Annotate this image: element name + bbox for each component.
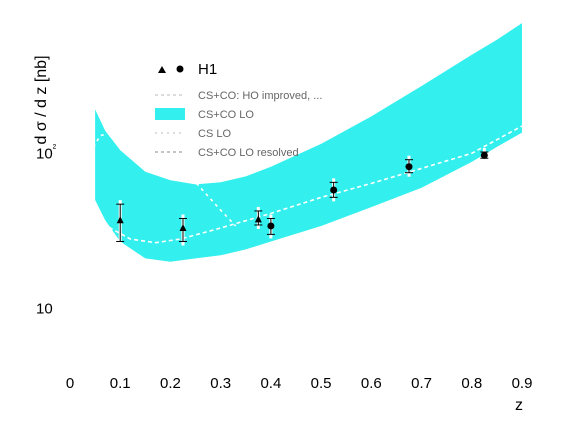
- x-tick-label-1: 0.1: [110, 375, 131, 392]
- legend-label-ho-improved: CS+CO: HO improved, ...: [198, 90, 322, 102]
- data-point-triangle-2: [254, 215, 262, 223]
- legend-triangle-marker: [158, 66, 166, 73]
- x-tick-label-2: 0.2: [160, 375, 181, 392]
- y-axis-label: d σ / d z [nb]: [33, 55, 50, 144]
- legend-label-h1: H1: [198, 61, 217, 78]
- series-line-1: [89, 132, 237, 227]
- x-tick-label-7: 0.7: [411, 375, 432, 392]
- data-point-circle-3: [480, 151, 488, 159]
- legend-label-cs-lo: CS LO: [198, 128, 231, 140]
- data-point-circle-2: [405, 163, 413, 171]
- data-point-triangle-1: [179, 223, 187, 231]
- x-axis-label: z: [515, 397, 523, 414]
- x-tick-label-6: 0.6: [361, 375, 382, 392]
- x-tick-label-4: 0.4: [260, 375, 281, 392]
- y-tick-exponent-1: ²: [53, 143, 57, 154]
- legend-swatch-cs-co-lo: [155, 108, 185, 120]
- x-tick-label-8: 0.8: [461, 375, 482, 392]
- data-point-triangle-0: [116, 216, 124, 224]
- x-tick-label-5: 0.5: [311, 375, 332, 392]
- axis-ticks: 0 0.1 0.2 0.3 0.4 0.5 0.6 0.7 0.8 0.9 10 10²: [36, 143, 532, 392]
- legend-circle-marker: [176, 65, 184, 73]
- data-point-circle-1: [330, 186, 338, 194]
- plot-area: [89, 23, 523, 262]
- legend-label-cs-co-lo: CS+CO LO: [198, 109, 254, 121]
- series-line-0: [94, 125, 523, 244]
- x-tick-label-9: 0.9: [512, 375, 533, 392]
- x-tick-label-0: 0: [66, 375, 74, 392]
- band-cs-co-lo: [95, 23, 522, 262]
- legend: H1 CS+CO: HO improved, ... CS+CO LO CS L…: [155, 61, 322, 159]
- y-tick-label-1: 10²: [36, 143, 57, 162]
- x-tick-label-3: 0.3: [210, 375, 231, 392]
- y-tick-label-0: 10: [36, 300, 53, 317]
- data-point-circle-0: [267, 222, 275, 230]
- legend-label-cs-co-lo-resolved: CS+CO LO resolved: [198, 147, 299, 159]
